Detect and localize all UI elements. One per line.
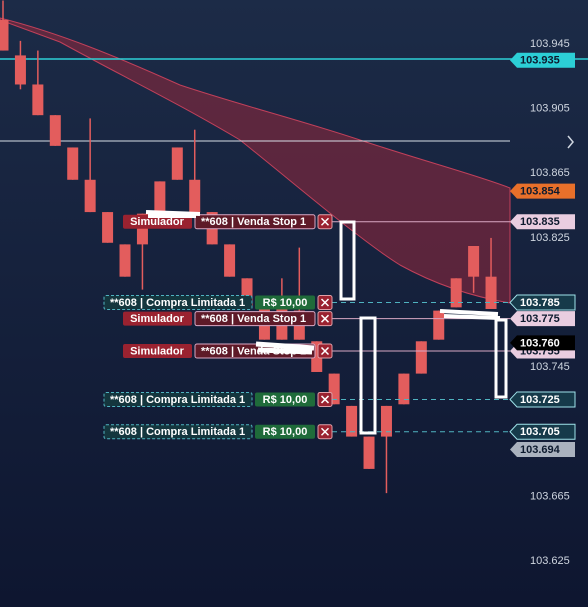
y-tick-label: 103.625: [530, 555, 570, 567]
close-icon: [320, 314, 330, 323]
price-tag-label: 103.835: [520, 216, 560, 228]
drawing-rect: [359, 316, 377, 435]
order-row: Simulador **608 | Venda Stop 1: [123, 311, 510, 327]
candle-body: [119, 244, 131, 277]
price-tag: [510, 335, 575, 351]
scribble: [255, 341, 315, 355]
price-tag-label: 103.775: [520, 313, 560, 325]
candle-body: [433, 310, 445, 340]
account-box: [123, 214, 192, 229]
drawing-rect: [494, 318, 508, 399]
price-tag: [510, 52, 575, 68]
y-tick-label: 103.825: [530, 232, 570, 244]
candle-body: [224, 244, 236, 277]
price-tag-label: 103.760: [520, 337, 560, 349]
candle-body: [171, 147, 183, 180]
candle-body: [398, 373, 410, 405]
candle-body: [136, 213, 148, 245]
order-row: Simulador **608 | Venda Stop 1: [123, 343, 510, 359]
drawings: [145, 210, 508, 435]
price-tag: [510, 183, 575, 199]
price-tag: [510, 214, 575, 230]
candle-body: [67, 147, 79, 180]
account-label: Simulador: [130, 216, 185, 228]
amount-box: [255, 392, 315, 407]
candle-body: [84, 179, 96, 213]
scroll-arrow[interactable]: [567, 135, 574, 149]
amount-label: R$ 10,00: [263, 297, 308, 309]
order-row: **608 | Compra Limitada 1 R$ 10,00: [103, 295, 510, 311]
price-tag: [510, 311, 575, 327]
candle-body: [0, 19, 9, 51]
amount-box: [255, 424, 315, 439]
close-icon: [320, 346, 330, 356]
candle-body: [32, 84, 44, 116]
order-label: **608 | Compra Limitada 1: [110, 297, 245, 309]
candle-body: [450, 278, 462, 308]
candle-body: [189, 179, 201, 213]
order-row: **608 | Compra Limitada 1 R$ 10,00: [103, 424, 510, 440]
account-box: [123, 311, 192, 326]
candle-body: [346, 405, 358, 437]
scribble: [145, 210, 201, 218]
candle-body: [14, 55, 26, 85]
scribble: [439, 309, 501, 320]
order-row: Simulador **608 | Venda Stop 1: [123, 214, 510, 230]
order-label: **608 | Compra Limitada 1: [110, 426, 245, 438]
candle-body: [241, 278, 253, 308]
candle-body: [468, 245, 480, 277]
order-label: **608 | Compra Limitada 1: [110, 394, 245, 406]
price-tag: [509, 423, 576, 440]
order-box: [103, 424, 253, 440]
account-label: Simulador: [130, 313, 185, 325]
price-tag-label: 103.854: [520, 185, 561, 197]
price-tag-label: 103.725: [520, 394, 560, 406]
y-tick-label: 103.865: [530, 167, 570, 179]
candle-body: [311, 341, 323, 372]
close-icon: [320, 217, 330, 226]
drawing-rect: [339, 220, 356, 301]
candle-body: [328, 373, 340, 405]
price-tag-label: 103.705: [520, 426, 560, 438]
price-tag: [509, 294, 576, 311]
order-box: [194, 214, 316, 230]
account-label: Simulador: [130, 345, 185, 357]
y-tick-label: 103.665: [530, 490, 570, 502]
price-tag-label: 103.694: [520, 444, 561, 456]
price-tag: [510, 442, 575, 458]
candle-body: [102, 212, 114, 243]
candle-body: [154, 181, 166, 213]
candle-body: [485, 276, 497, 309]
y-tick-label: 103.905: [530, 103, 570, 115]
close-icon: [320, 395, 330, 404]
price-tag: [509, 391, 576, 408]
y-tick-label: 103.945: [530, 38, 570, 50]
account-box: [123, 343, 192, 358]
order-label: **608 | Venda Stop 1: [201, 216, 306, 228]
amount-box: [255, 295, 315, 310]
y-tick-label: 103.745: [530, 361, 570, 373]
amount-label: R$ 10,00: [263, 426, 308, 438]
close-icon: [320, 298, 330, 307]
order-label: **608 | Venda Stop 1: [201, 313, 306, 325]
candle-body: [363, 436, 375, 469]
candle-body: [380, 405, 392, 437]
order-row: **608 | Compra Limitada 1 R$ 10,00: [103, 391, 510, 407]
candle-body: [415, 341, 427, 374]
order-box: [103, 295, 253, 311]
candle-body: [49, 115, 61, 146]
order-box: [194, 311, 316, 327]
close-icon: [320, 427, 330, 436]
order-box: [103, 391, 253, 407]
amount-label: R$ 10,00: [263, 394, 308, 406]
price-tag-label: 103.785: [520, 297, 560, 309]
price-tag-label: 103.935: [520, 55, 560, 67]
